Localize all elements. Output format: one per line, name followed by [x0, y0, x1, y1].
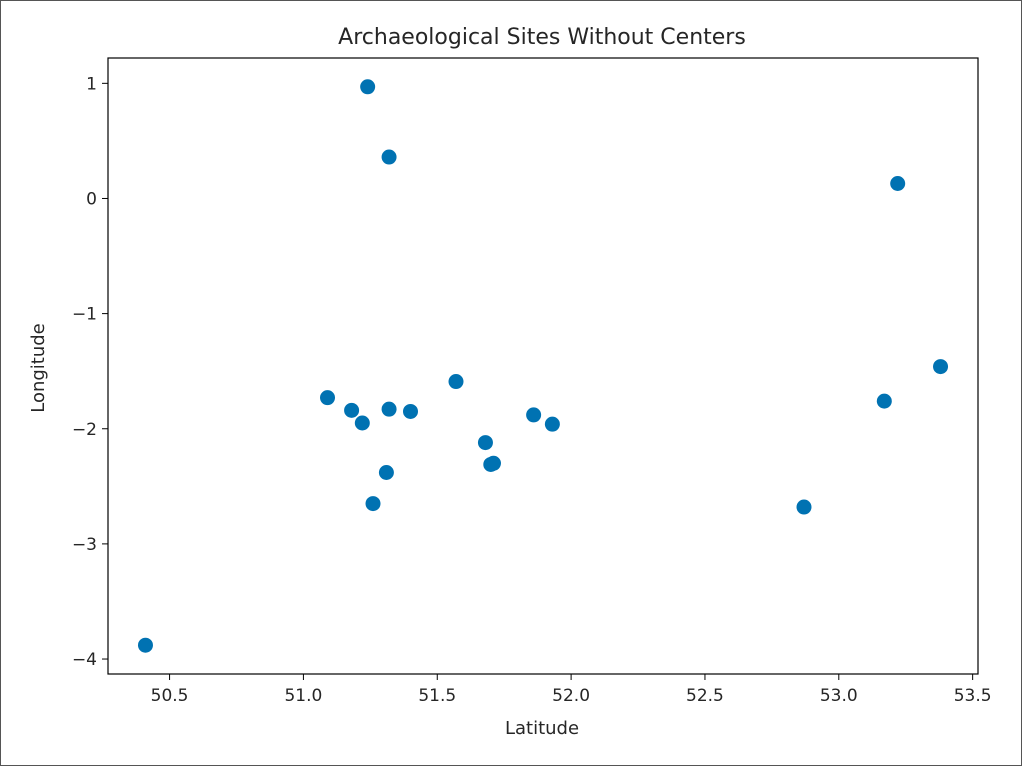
- scatter-point: [933, 359, 949, 375]
- x-tick-label: 52.5: [686, 686, 724, 706]
- y-tick-label: −2: [72, 420, 97, 440]
- scatter-point: [890, 176, 906, 192]
- scatter-point: [526, 407, 542, 423]
- y-tick-label: −3: [72, 535, 97, 555]
- scatter-point: [378, 465, 394, 481]
- axes-layer: 50.5 51.0 51.5 52.0 52.5 53.0 53.5 −4 −3 −2 −1 0 1: [72, 57, 992, 706]
- scatter-point: [402, 403, 418, 419]
- scatter-point: [365, 496, 381, 512]
- y-tick-label: 1: [86, 74, 97, 94]
- scatter-point: [137, 637, 153, 653]
- plot-area-border: [107, 57, 979, 675]
- x-tick-label: 50.5: [151, 686, 189, 706]
- x-tick-label: 51.5: [418, 686, 456, 706]
- scatter-point: [485, 455, 501, 471]
- y-axis-label: Longitude: [28, 323, 49, 413]
- scatter-point: [796, 499, 812, 515]
- points-layer: [137, 79, 949, 653]
- y-tick-label: −1: [72, 305, 97, 325]
- chart-title: Archaeological Sites Without Centers: [338, 25, 746, 50]
- scatter-point: [320, 390, 336, 406]
- scatter-point: [381, 149, 397, 165]
- x-tick-label: 51.0: [284, 686, 322, 706]
- x-tick-label: 52.0: [552, 686, 590, 706]
- scatter-point: [477, 435, 493, 451]
- scatter-point: [360, 79, 376, 95]
- scatter-point: [448, 374, 464, 390]
- x-tick-label: 53.0: [820, 686, 858, 706]
- y-tick-label: 0: [86, 189, 97, 209]
- x-axis-label: Latitude: [505, 718, 579, 739]
- scatter-point: [354, 415, 370, 431]
- scatter-point: [544, 416, 560, 432]
- scatter-point: [344, 402, 360, 418]
- scatter-point: [876, 393, 892, 409]
- x-tick-label: 53.5: [954, 686, 992, 706]
- scatter-point: [381, 401, 397, 417]
- y-tick-label: −4: [72, 650, 97, 670]
